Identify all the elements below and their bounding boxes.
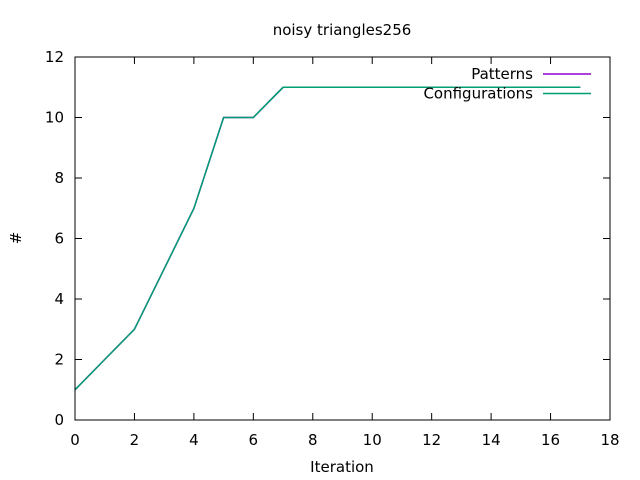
- x-tick-label: 6: [249, 431, 259, 449]
- series-line-patterns: [74, 86, 581, 391]
- series-line-configurations: [74, 86, 581, 391]
- x-tick-label: 12: [422, 431, 441, 449]
- legend-label-configurations: Configurations: [423, 85, 533, 103]
- y-tick-label: 8: [54, 169, 64, 187]
- x-tick-label: 18: [600, 431, 619, 449]
- legend-label-patterns: Patterns: [471, 65, 533, 83]
- x-tick-label: 14: [482, 431, 501, 449]
- y-tick-label: 0: [54, 411, 64, 429]
- series-lines: [74, 86, 581, 391]
- y-tick-label: 10: [45, 109, 64, 127]
- x-tick-label: 4: [189, 431, 199, 449]
- axis-ticks: 0 2 4 6 8 10 12 14 16 18 0 2 4 6 8 10 12: [45, 48, 620, 449]
- y-axis-label: #: [7, 232, 25, 245]
- x-tick-label: 10: [363, 431, 382, 449]
- plot-border: [74, 56, 611, 421]
- x-axis-label: Iteration: [310, 458, 374, 476]
- x-tick-label: 8: [308, 431, 318, 449]
- y-tick-label: 6: [54, 230, 64, 248]
- chart-title: noisy triangles256: [273, 21, 412, 39]
- y-tick-label: 12: [45, 48, 64, 66]
- y-tick-label: 2: [54, 351, 64, 369]
- legend: Patterns Configurations: [423, 65, 591, 103]
- x-tick-label: 0: [70, 431, 80, 449]
- x-tick-label: 2: [130, 431, 140, 449]
- x-tick-label: 16: [541, 431, 560, 449]
- y-tick-label: 4: [54, 290, 64, 308]
